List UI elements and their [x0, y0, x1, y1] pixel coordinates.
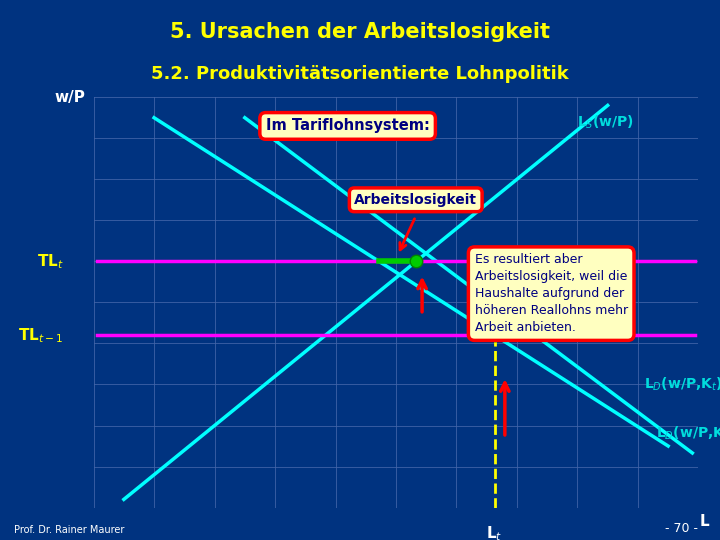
Text: TL$_{t-1}$: TL$_{t-1}$ — [18, 326, 63, 345]
Text: TL$_t$: TL$_t$ — [37, 252, 63, 271]
Text: L: L — [700, 515, 709, 529]
Text: L$_D$(w/P,K$_{t-1}$): L$_D$(w/P,K$_{t-1}$) — [656, 425, 720, 442]
Text: Arbeitslosigkeit: Arbeitslosigkeit — [354, 193, 477, 207]
Text: w/P: w/P — [54, 90, 85, 105]
Text: L$_t$: L$_t$ — [487, 524, 503, 540]
Text: Im Tariflohnsystem:: Im Tariflohnsystem: — [266, 118, 430, 133]
Text: 5. Ursachen der Arbeitslosigkeit: 5. Ursachen der Arbeitslosigkeit — [170, 22, 550, 42]
Text: 5.2. Produktivitätsorientierte Lohnpolitik: 5.2. Produktivitätsorientierte Lohnpolit… — [151, 65, 569, 83]
Text: - 70 -: - 70 - — [665, 522, 698, 535]
Text: Prof. Dr. Rainer Maurer: Prof. Dr. Rainer Maurer — [14, 524, 125, 535]
Text: L$_S$(w/P): L$_S$(w/P) — [577, 113, 634, 131]
Text: Es resultiert aber
Arbeitslosigkeit, weil die
Haushalte aufgrund der
höheren Rea: Es resultiert aber Arbeitslosigkeit, wei… — [474, 253, 628, 334]
Text: L$_D$(w/P,K$_t$): L$_D$(w/P,K$_t$) — [644, 376, 720, 393]
